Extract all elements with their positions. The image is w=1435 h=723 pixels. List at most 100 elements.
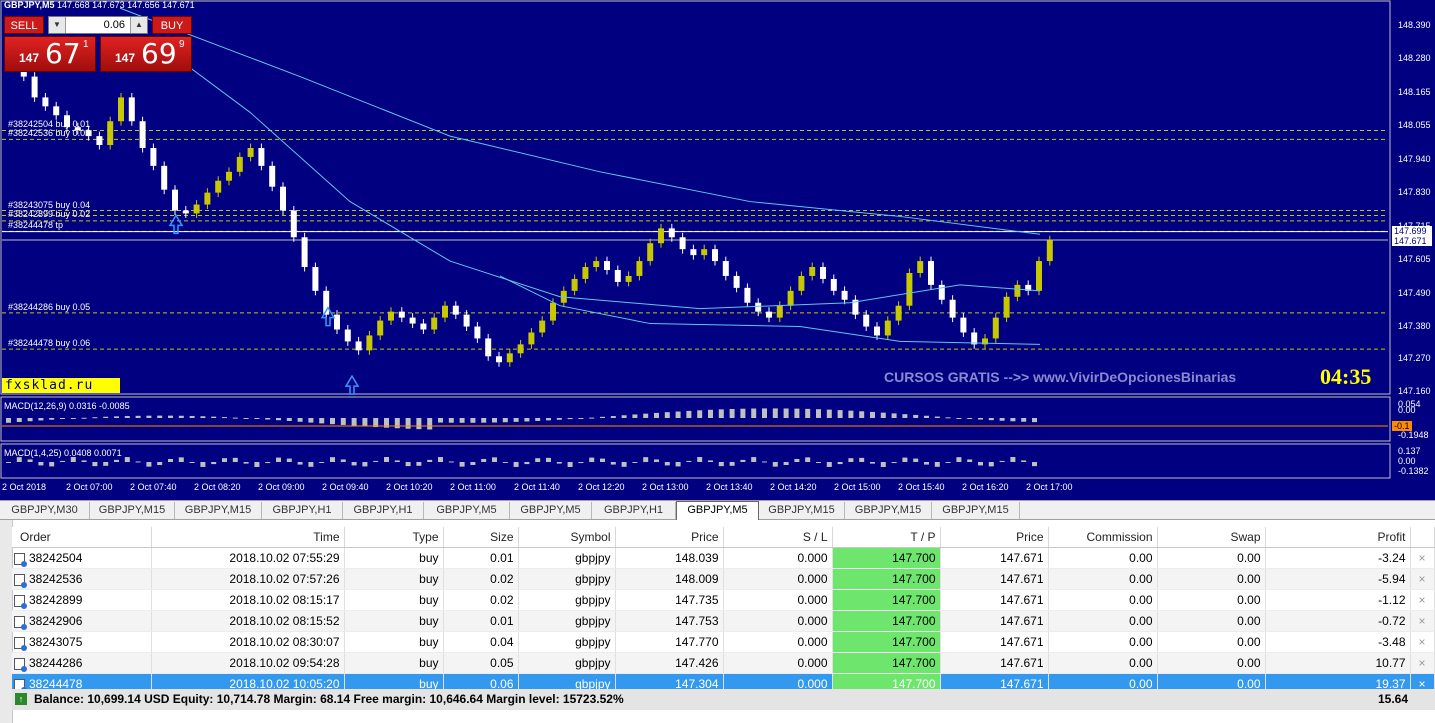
time-axis-label: 2 Oct 17:00 [1026,482,1073,492]
macd1-bar [297,418,303,422]
bull-candle [1014,284,1021,297]
macd1-bar [556,418,562,420]
chart-tab[interactable]: GBPJPY,H1 [343,502,424,519]
close-order-icon[interactable]: × [1410,652,1435,674]
table-cell: 0.000 [723,652,833,674]
column-header[interactable]: Size [443,527,519,548]
macd1-bar [276,418,281,421]
macd2-bar [783,462,789,466]
macd1-bar [826,409,832,418]
column-header[interactable]: Price [615,527,724,548]
table-row[interactable]: 38242899 2018.10.02 08:15:17 buy 0.02 gbpjpy… [12,589,1435,611]
table-cell: 0.01 [443,610,519,632]
time-axis-label: 2 Oct 2018 [2,482,47,492]
table-cell: 0.00 [1157,547,1266,569]
macd2-bar [200,462,206,467]
bear-candle [452,305,459,315]
bar-timer: 04:35 [1320,364,1372,389]
macd1-bar [502,418,508,423]
bull-candle [884,320,891,336]
macd1-bar [373,418,379,428]
buy-button[interactable]: BUY [152,16,192,34]
price-axis-label: 147.380 [1398,320,1431,331]
chart-tab[interactable]: GBPJPY,M15 [175,502,262,519]
column-header[interactable]: Commission [1048,527,1158,548]
column-header[interactable]: Price [940,527,1049,548]
column-header[interactable]: Time [151,527,345,548]
chart-tab[interactable]: GBPJPY,M15 [759,502,845,519]
chart-window[interactable]: GBPJPY,M5 147.668 147.673 147.656 147.67… [0,0,1435,500]
table-row[interactable]: 38242906 2018.10.02 08:15:52 buy 0.01 gbpjpy… [12,610,1435,632]
chart-tab[interactable]: GBPJPY,M5 [676,501,759,520]
bear-candle [312,267,319,291]
table-cell: 147.671 [940,610,1049,632]
column-header[interactable]: Order [12,527,152,548]
chart-tab[interactable]: GBPJPY,M15 [90,502,175,519]
price-axis-label: 148.165 [1398,86,1431,97]
close-order-icon[interactable]: × [1410,568,1435,590]
table-row[interactable]: 38242536 2018.10.02 07:57:26 buy 0.02 gbpjpy… [12,568,1435,590]
buy-quote[interactable]: 147 69 9 [100,36,192,72]
time-axis-label: 2 Oct 15:00 [834,482,881,492]
balance-text: Balance: 10,699.14 USD Equity: 10,714.78… [34,692,624,706]
table-row[interactable]: 38242504 2018.10.02 07:55:29 buy 0.01 gbpjpy… [12,547,1435,569]
macd2-bar [427,459,433,462]
macd1-bar [924,415,929,418]
lot-size-stepper[interactable]: ▼ 0.06 ▲ [48,16,148,34]
column-header[interactable]: T / P [832,527,941,548]
table-cell: 0.000 [723,631,833,653]
lot-up-icon[interactable]: ▲ [130,17,147,33]
chart-tab[interactable]: GBPJPY,M5 [510,502,592,519]
order-number: 38243075 [29,635,83,649]
chart-tab[interactable]: GBPJPY,H1 [592,502,676,519]
table-cell: 148.009 [615,568,724,590]
column-header[interactable]: S / L [723,527,833,548]
macd1-bar [200,416,206,418]
chart-tab[interactable]: GBPJPY,M15 [845,502,932,519]
macd2-bar [178,457,184,462]
macd2-bar [492,457,497,462]
macd1-bar [859,411,865,418]
lot-size-input[interactable]: 0.06 [103,19,125,31]
lot-down-icon[interactable]: ▼ [49,17,66,33]
chart-tab[interactable]: GBPJPY,M5 [424,502,510,519]
table-cell: 147.671 [940,589,1049,611]
column-header[interactable]: Profit [1265,527,1411,548]
close-order-icon[interactable]: × [1410,547,1435,569]
macd1-bar [718,409,724,418]
column-header[interactable]: Symbol [518,527,616,548]
table-cell: 147.700 [832,652,941,674]
bull-candle [787,290,794,306]
table-cell: buy [344,547,444,569]
column-header[interactable]: Swap [1157,527,1266,548]
bear-candle [928,261,934,285]
table-row[interactable]: 38244286 2018.10.02 09:54:28 buy 0.05 gbpjpy… [12,652,1435,674]
chart-tab[interactable]: GBPJPY,H1 [262,502,343,519]
macd1-bar [16,418,22,423]
macd2-bar [1010,457,1016,462]
chart-tab[interactable]: GBPJPY,M30 [0,502,90,519]
column-header[interactable]: Type [344,527,444,548]
sell-button[interactable]: SELL [4,16,44,34]
bull-candle [776,305,783,318]
bear-candle [64,115,70,128]
close-order-icon[interactable]: × [1410,610,1435,632]
macd2-bar [81,460,87,462]
close-order-icon[interactable]: × [1410,631,1435,653]
table-cell: buy [344,610,444,632]
bear-candle [258,148,265,166]
sell-quote[interactable]: 147 67 1 [4,36,96,72]
chart-canvas[interactable] [0,0,1435,500]
chart-tab[interactable]: GBPJPY,M15 [932,502,1020,519]
table-cell: 2018.10.02 07:55:29 [151,547,345,569]
bull-candle [226,171,232,181]
macd2-bar [135,461,141,463]
table-cell: 147.700 [832,631,941,653]
macd1-bar [222,417,227,419]
macd1-bar [362,418,368,427]
close-order-icon[interactable]: × [1410,589,1435,611]
table-row[interactable]: 38243075 2018.10.02 08:30:07 buy 0.04 gbpjpy… [12,631,1435,653]
table-cell: 0.02 [443,589,519,611]
macd2-bar [697,457,703,462]
